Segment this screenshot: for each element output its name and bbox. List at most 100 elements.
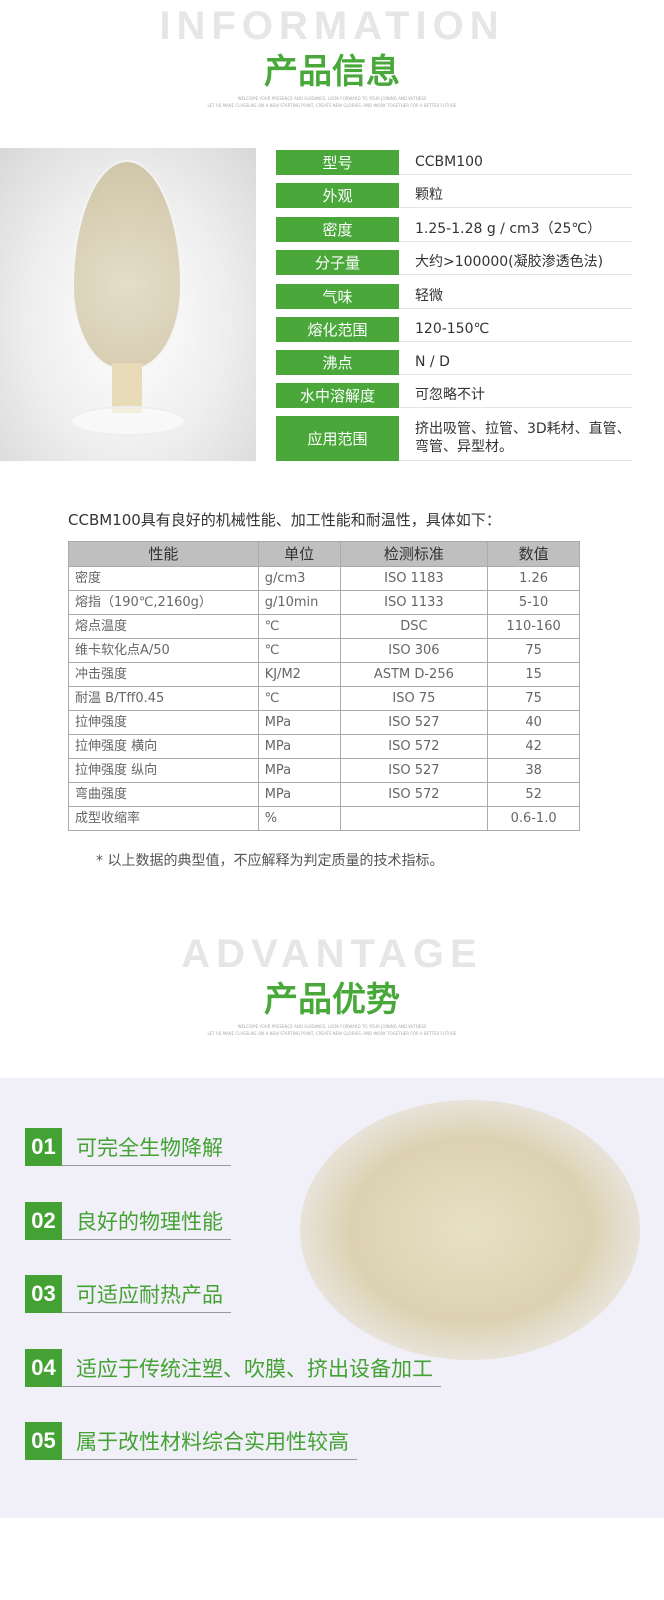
table-cell: MPa	[257, 758, 341, 783]
spec-label: 熔化范围	[276, 317, 399, 342]
spec-value: 可忽略不计	[399, 383, 632, 408]
table-cell: 0.6-1.0	[487, 806, 580, 831]
info-title: 产品信息	[264, 52, 400, 92]
table-cell: 75	[487, 686, 580, 711]
table-cell: %	[257, 806, 341, 831]
column-header: 性能	[68, 541, 259, 567]
table-cell: 拉伸强度 纵向	[68, 758, 259, 783]
table-row: 熔指（190℃,2160g） g/10min ISO 1133 5-10	[68, 590, 580, 615]
table-cell: 拉伸强度	[68, 710, 259, 735]
spec-value: 挤出吸管、拉管、3D耗材、直管、弯管、异型材。	[399, 416, 632, 461]
spec-value: 大约>100000(凝胶渗透色法)	[399, 250, 632, 275]
spec-value: 120-150℃	[399, 317, 632, 342]
table-cell: g/10min	[257, 590, 341, 615]
info-bg-word: INFORMATION	[159, 4, 505, 48]
adv-subtitle-2: LET US MAKE CLASSLIKE ON A NEW STARTING …	[207, 1031, 457, 1036]
spec-value: 颗粒	[399, 183, 632, 208]
info-subtitle-1: WELCOME YOUR PRESENCE AND GUIDANCE, LOOK…	[237, 96, 427, 101]
spec-row: 熔化范围 120-150℃	[276, 317, 632, 342]
spec-value: CCBM100	[399, 150, 632, 175]
table-row: 拉伸强度 MPa ISO 527 40	[68, 710, 580, 735]
advantage-text: 可完全生物降解	[76, 1135, 223, 1160]
table-cell: MPa	[257, 782, 341, 807]
table-cell: 1.26	[487, 566, 580, 591]
spec-label: 应用范围	[276, 416, 399, 461]
spec-value: N / D	[399, 350, 632, 375]
info-subtitle-2: LET US MAKE CLASSLIKE ON A NEW STARTING …	[207, 103, 457, 108]
advantage-text: 良好的物理性能	[76, 1209, 223, 1234]
column-header: 数值	[487, 541, 580, 567]
adv-title: 产品优势	[264, 980, 400, 1020]
table-cell: 40	[487, 710, 580, 735]
table-row: 弯曲强度 MPa ISO 572 52	[68, 782, 580, 807]
table-cell: ISO 572	[339, 782, 489, 807]
table-cell: ISO 306	[339, 638, 489, 663]
advantage-number: 04	[25, 1348, 62, 1387]
advantage-number: 01	[25, 1127, 62, 1166]
advantage-text: 属于改性材料综合实用性较高	[76, 1429, 349, 1454]
table-row: 拉伸强度 横向 MPa ISO 572 42	[68, 734, 580, 759]
advantage-text: 适应于传统注塑、吹膜、挤出设备加工	[76, 1356, 433, 1381]
properties-intro: CCBM100具有良好的机械性能、加工性能和耐温性，具体如下：	[68, 511, 501, 529]
spec-row: 气味 轻微	[276, 284, 632, 309]
spec-label: 外观	[276, 183, 399, 208]
spec-row: 水中溶解度 可忽略不计	[276, 383, 632, 408]
spec-value: 1.25-1.28 g / cm3（25℃）	[399, 217, 632, 242]
table-cell: ℃	[257, 686, 341, 711]
table-cell: ISO 75	[339, 686, 489, 711]
table-cell: 弯曲强度	[68, 782, 259, 807]
advantage-number: 03	[25, 1274, 62, 1313]
table-note: * 以上数据的典型值，不应解释为判定质量的技术指标。	[96, 853, 444, 869]
advantage-item: 03 可适应耐热产品	[25, 1274, 231, 1313]
advantage-item: 01 可完全生物降解	[25, 1127, 231, 1166]
advantage-item: 05 属于改性材料综合实用性较高	[25, 1421, 357, 1460]
advantage-number: 02	[25, 1201, 62, 1240]
adv-subtitle-1: WELCOME YOUR PRESENCE AND GUIDANCE, LOOK…	[237, 1024, 427, 1029]
table-cell: 熔点温度	[68, 614, 259, 639]
table-cell: 38	[487, 758, 580, 783]
spec-label: 密度	[276, 217, 399, 242]
table-cell: 冲击强度	[68, 662, 259, 687]
table-cell: 耐温 B/Tff0.45	[68, 686, 259, 711]
spec-row: 沸点 N / D	[276, 350, 632, 375]
table-cell: MPa	[257, 710, 341, 735]
spec-row: 应用范围 挤出吸管、拉管、3D耗材、直管、弯管、异型材。	[276, 416, 632, 461]
product-flask-image	[0, 148, 256, 461]
table-row: 冲击强度 KJ/M2 ASTM D-256 15	[68, 662, 580, 687]
column-header: 检测标准	[339, 541, 489, 567]
properties-table: 性能 单位 检测标准 数值 密度 g/cm3 ISO 1183 1.26 熔指（190℃,21…	[68, 541, 580, 831]
advantage-text: 可适应耐热产品	[76, 1282, 223, 1307]
table-cell: 拉伸强度 横向	[68, 734, 259, 759]
table-cell: ISO 1133	[339, 590, 489, 615]
table-cell: 维卡软化点A/50	[68, 638, 259, 663]
table-cell: 52	[487, 782, 580, 807]
table-cell: ℃	[257, 638, 341, 663]
spec-value: 轻微	[399, 284, 632, 309]
table-cell: ASTM D-256	[339, 662, 489, 687]
table-row: 熔点温度 ℃ DSC 110-160	[68, 614, 580, 639]
spec-row: 型号 CCBM100	[276, 150, 632, 175]
table-cell: 110-160	[487, 614, 580, 639]
pellets-image	[300, 1100, 640, 1360]
table-cell	[339, 806, 489, 831]
advantage-item: 02 良好的物理性能	[25, 1201, 231, 1240]
table-row: 维卡软化点A/50 ℃ ISO 306 75	[68, 638, 580, 663]
spec-label: 水中溶解度	[276, 383, 399, 408]
table-row: 拉伸强度 纵向 MPa ISO 527 38	[68, 758, 580, 783]
table-cell: 5-10	[487, 590, 580, 615]
table-cell: 熔指（190℃,2160g）	[68, 590, 259, 615]
table-cell: 42	[487, 734, 580, 759]
table-cell: KJ/M2	[257, 662, 341, 687]
table-row: 成型收缩率% 0.6-1.0	[68, 806, 580, 831]
table-cell: MPa	[257, 734, 341, 759]
table-cell: ISO 1183	[339, 566, 489, 591]
table-row: 耐温 B/Tff0.45 ℃ ISO 75 75	[68, 686, 580, 711]
advantage-number: 05	[25, 1421, 62, 1460]
table-row: 密度 g/cm3 ISO 1183 1.26	[68, 566, 580, 591]
table-cell: 75	[487, 638, 580, 663]
table-cell: 密度	[68, 566, 259, 591]
spec-row: 密度 1.25-1.28 g / cm3（25℃）	[276, 217, 632, 242]
table-cell: DSC	[339, 614, 489, 639]
column-header: 单位	[257, 541, 341, 567]
spec-label: 沸点	[276, 350, 399, 375]
